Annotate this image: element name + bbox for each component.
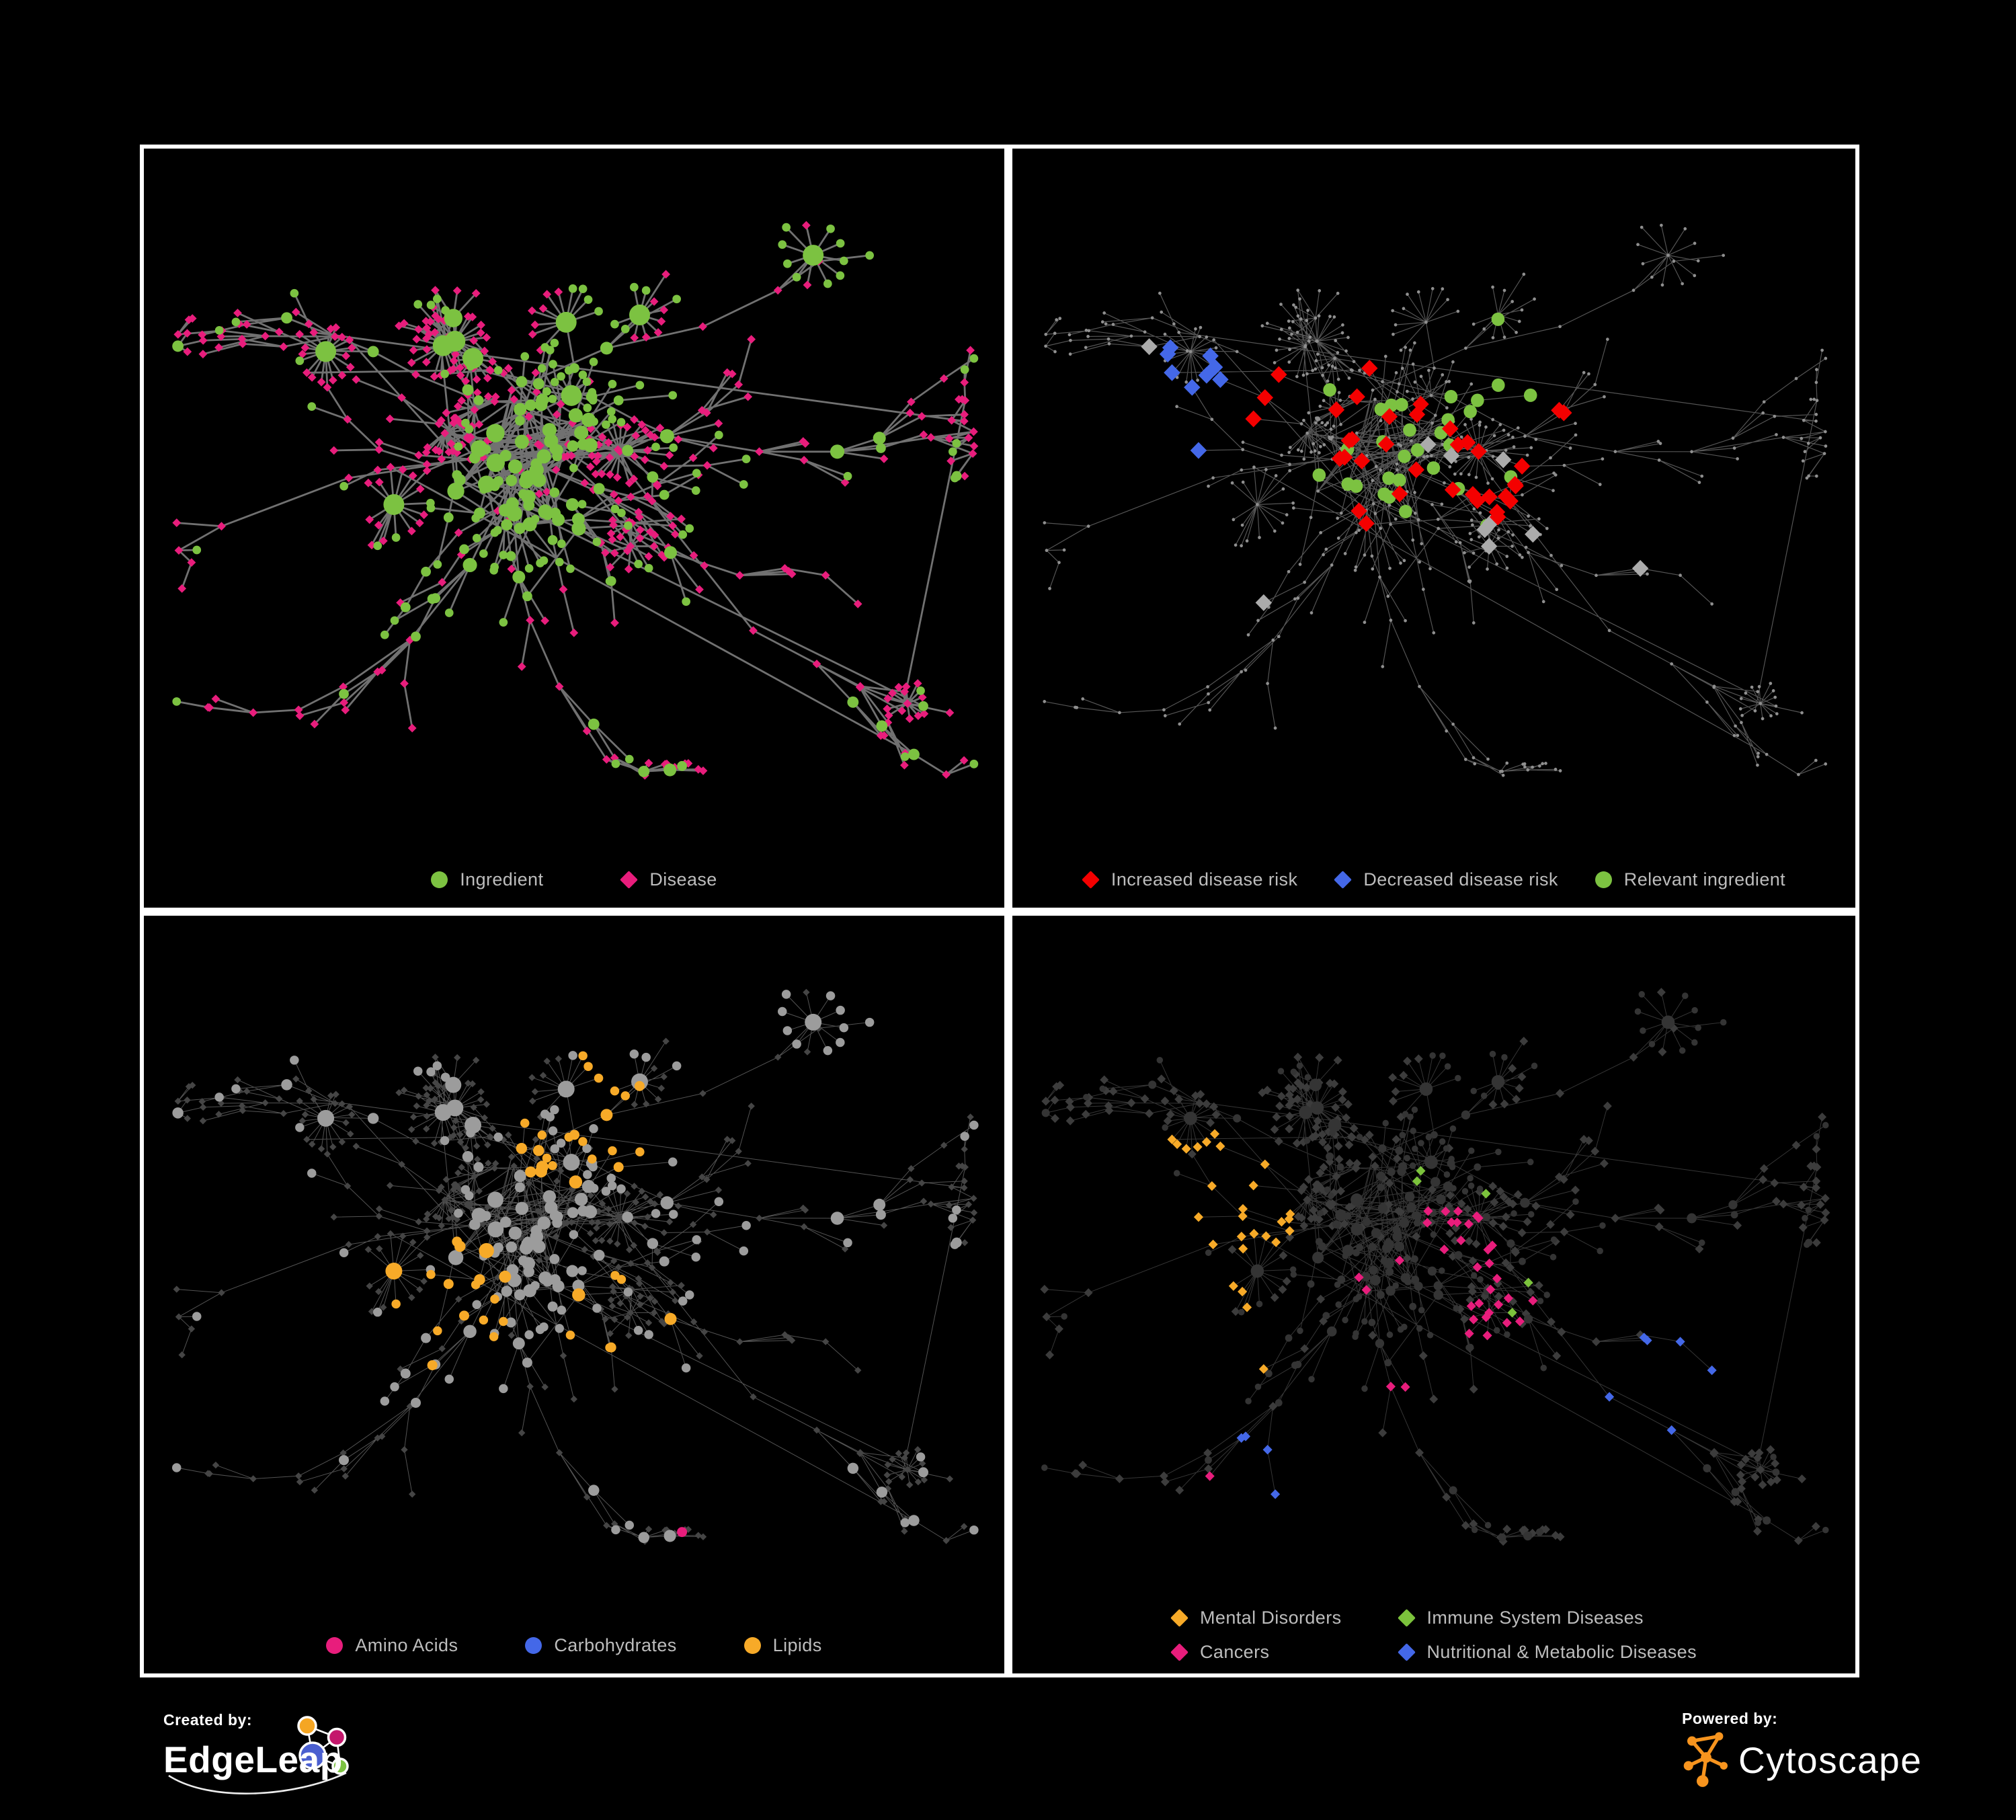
- edgeleap-logo: Created by: EdgeLeap: [163, 1711, 392, 1812]
- network-nodes-base: [172, 990, 979, 1544]
- legend-marker-circle-icon: [525, 1637, 542, 1654]
- edgeleap-node-green: [331, 1757, 349, 1775]
- legend-item-relevant-ingredient: Relevant ingredient: [1595, 869, 1785, 890]
- network-nodes-highlight: [677, 1527, 688, 1538]
- network-nodes-highlight: [1245, 360, 1572, 532]
- panel-ingredient-disease: Ingredient Disease: [140, 145, 1008, 912]
- legend-item-immune-system-diseases: Immune System Diseases: [1397, 1608, 1697, 1628]
- network-graph-disease-category: [1040, 988, 1830, 1546]
- footer: Created by: EdgeLeap Powered by:: [0, 1677, 2016, 1820]
- legend-marker-circle-icon: [431, 871, 448, 888]
- legend-label: Decreased disease risk: [1363, 869, 1558, 889]
- legend-marker-diamond-icon: [1170, 1609, 1188, 1627]
- network-graph-ingredient-disease: [172, 221, 979, 780]
- legend-marker-circle-icon: [326, 1637, 344, 1654]
- edgeleap-wordmark: EdgeLeap: [163, 1739, 343, 1780]
- legend-marker-diamond-icon: [1397, 1609, 1416, 1627]
- legend-marker-diamond-icon: [1334, 871, 1353, 889]
- legend-item-mental-disorders: Mental Disorders: [1170, 1608, 1342, 1628]
- network-edges: [1044, 225, 1826, 776]
- powered-by-label: Powered by:: [1682, 1710, 1778, 1727]
- legend-nutrient-class: Amino Acids Carbohydrates Lipids: [144, 1635, 1004, 1656]
- legend-label: Ingredient: [460, 869, 544, 889]
- network-nodes-base: [1040, 988, 1830, 1546]
- legend-label: Mental Disorders: [1200, 1608, 1342, 1628]
- legend-label: Cancers: [1200, 1642, 1270, 1662]
- legend-item-disease: Disease: [620, 869, 717, 890]
- network-nodes-base: [1041, 991, 1829, 1542]
- legend-label: Increased disease risk: [1111, 869, 1298, 889]
- created-by-label: Created by:: [163, 1711, 253, 1729]
- legend-marker-circle-icon: [743, 1637, 761, 1654]
- legend-marker-diamond-icon: [1170, 1643, 1188, 1661]
- legend-label: Disease: [649, 869, 717, 889]
- edgeleap-node-pink: [327, 1727, 347, 1747]
- legend-item-cancers: Cancers: [1170, 1642, 1341, 1663]
- legend-marker-diamond-icon: [1397, 1643, 1416, 1661]
- legend-label: Carbohydrates: [554, 1635, 677, 1655]
- legend-label: Relevant ingredient: [1623, 869, 1786, 889]
- panel-nutrient-class: Amino Acids Carbohydrates Lipids: [140, 912, 1008, 1677]
- legend-label: Lipids: [772, 1635, 822, 1655]
- legend-disease-risk: Increased disease risk Decreased disease …: [1012, 869, 1855, 890]
- legend-item-amino-acids: Amino Acids: [326, 1635, 458, 1656]
- legend-item-decreased-disease-risk: Decreased disease risk: [1334, 869, 1558, 890]
- edgeleap-network-icon: [168, 1716, 349, 1794]
- edgeleap-node-blue: [298, 1741, 327, 1770]
- network-nodes-highlight: [172, 223, 979, 777]
- cytoscape-wordmark: Cytoscape: [1738, 1739, 1923, 1781]
- legend-ingredient-disease: Ingredient Disease: [144, 869, 1004, 890]
- legend-marker-diamond-icon: [620, 871, 639, 889]
- legend-item-carbohydrates: Carbohydrates: [525, 1635, 676, 1656]
- cytoscape-logo: Powered by:: [1682, 1710, 1924, 1811]
- network-graph-disease-risk: [1043, 223, 1828, 777]
- legend-item-increased-disease-risk: Increased disease risk: [1081, 869, 1298, 890]
- panel-disease-risk: Increased disease risk Decreased disease …: [1008, 145, 1859, 912]
- legend-marker-diamond-icon: [1081, 871, 1100, 889]
- cytoscape-network-icon: [1683, 1732, 1728, 1787]
- edgeleap-node-orange: [297, 1716, 317, 1736]
- network-nodes-highlight: [1159, 339, 1229, 459]
- network-edges: [1044, 992, 1826, 1542]
- legend-marker-circle-icon: [1595, 871, 1612, 888]
- network-graph-nutrient-class: [172, 988, 979, 1545]
- legend-label: Amino Acids: [355, 1635, 458, 1655]
- legend-item-ingredient: Ingredient: [431, 869, 543, 890]
- legend-label: Nutritional & Metabolic Diseases: [1426, 1642, 1697, 1662]
- legend-disease-category: Mental Disorders Immune System Diseases Ca…: [1012, 1608, 1855, 1663]
- edgeleap-swoosh: [168, 1772, 347, 1794]
- legend-item-nutritional-metabolic-diseases: Nutritional & Metabolic Diseases: [1397, 1642, 1697, 1663]
- legend-label: Immune System Diseases: [1426, 1608, 1644, 1628]
- legend-item-lipids: Lipids: [743, 1635, 822, 1656]
- panel-disease-category: Mental Disorders Immune System Diseases Ca…: [1008, 912, 1859, 1677]
- network-nodes-base: [1043, 223, 1828, 777]
